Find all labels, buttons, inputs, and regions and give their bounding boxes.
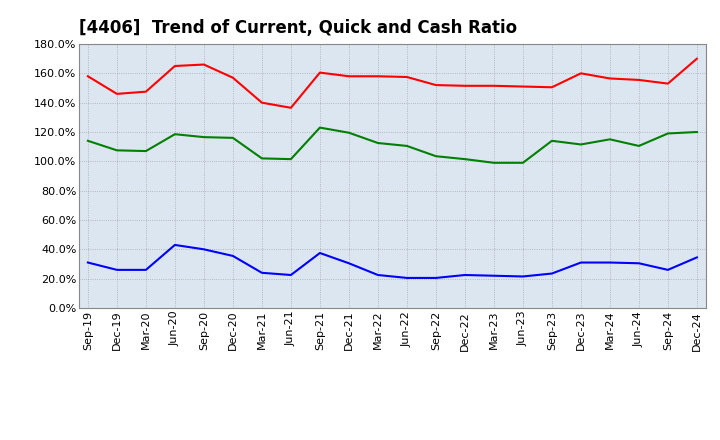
Current Ratio <box>431 82 440 88</box>
Cash Ratio <box>634 260 643 266</box>
Quick Ratio <box>142 148 150 154</box>
Current Ratio <box>345 73 354 79</box>
Current Ratio <box>228 75 237 81</box>
Cash Ratio <box>228 253 237 259</box>
Current Ratio <box>461 83 469 88</box>
Cash Ratio <box>374 272 382 278</box>
Current Ratio <box>112 91 121 96</box>
Cash Ratio <box>577 260 585 265</box>
Cash Ratio <box>606 260 614 265</box>
Quick Ratio <box>258 156 266 161</box>
Cash Ratio <box>84 260 92 265</box>
Quick Ratio <box>228 135 237 140</box>
Quick Ratio <box>315 125 324 130</box>
Cash Ratio <box>664 267 672 272</box>
Text: [4406]  Trend of Current, Quick and Cash Ratio: [4406] Trend of Current, Quick and Cash … <box>79 19 518 37</box>
Cash Ratio <box>199 247 208 252</box>
Cash Ratio <box>112 267 121 272</box>
Quick Ratio <box>171 132 179 137</box>
Quick Ratio <box>112 148 121 153</box>
Cash Ratio <box>171 242 179 248</box>
Quick Ratio <box>199 135 208 140</box>
Quick Ratio <box>374 140 382 146</box>
Cash Ratio <box>548 271 557 276</box>
Cash Ratio <box>693 255 701 260</box>
Quick Ratio <box>490 160 498 165</box>
Quick Ratio <box>634 143 643 149</box>
Current Ratio <box>142 89 150 94</box>
Cash Ratio <box>258 270 266 275</box>
Current Ratio <box>199 62 208 67</box>
Current Ratio <box>374 73 382 79</box>
Cash Ratio <box>287 272 295 278</box>
Cash Ratio <box>315 250 324 256</box>
Current Ratio <box>518 84 527 89</box>
Cash Ratio <box>431 275 440 281</box>
Quick Ratio <box>345 130 354 136</box>
Current Ratio <box>84 73 92 79</box>
Current Ratio <box>548 84 557 90</box>
Current Ratio <box>171 63 179 69</box>
Current Ratio <box>664 81 672 86</box>
Cash Ratio <box>345 260 354 266</box>
Current Ratio <box>402 74 411 80</box>
Quick Ratio <box>461 157 469 162</box>
Line: Cash Ratio: Cash Ratio <box>88 245 697 278</box>
Cash Ratio <box>461 272 469 278</box>
Quick Ratio <box>518 160 527 165</box>
Current Ratio <box>490 83 498 88</box>
Cash Ratio <box>142 267 150 272</box>
Current Ratio <box>634 77 643 83</box>
Quick Ratio <box>606 137 614 142</box>
Quick Ratio <box>577 142 585 147</box>
Quick Ratio <box>431 154 440 159</box>
Current Ratio <box>577 71 585 76</box>
Current Ratio <box>693 56 701 61</box>
Current Ratio <box>606 76 614 81</box>
Line: Quick Ratio: Quick Ratio <box>88 128 697 163</box>
Quick Ratio <box>84 138 92 143</box>
Quick Ratio <box>402 143 411 149</box>
Cash Ratio <box>402 275 411 281</box>
Quick Ratio <box>693 129 701 135</box>
Current Ratio <box>287 105 295 110</box>
Line: Current Ratio: Current Ratio <box>88 59 697 108</box>
Cash Ratio <box>518 274 527 279</box>
Cash Ratio <box>490 273 498 279</box>
Quick Ratio <box>548 138 557 143</box>
Current Ratio <box>258 100 266 105</box>
Current Ratio <box>315 70 324 75</box>
Quick Ratio <box>287 157 295 162</box>
Quick Ratio <box>664 131 672 136</box>
